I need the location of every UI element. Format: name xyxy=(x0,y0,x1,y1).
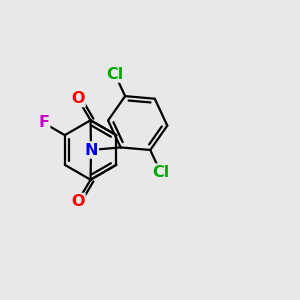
Text: O: O xyxy=(71,194,85,209)
Text: Cl: Cl xyxy=(152,165,169,180)
Text: O: O xyxy=(71,91,85,106)
Text: N: N xyxy=(84,142,98,158)
Text: F: F xyxy=(38,116,49,130)
Text: Cl: Cl xyxy=(106,67,124,82)
